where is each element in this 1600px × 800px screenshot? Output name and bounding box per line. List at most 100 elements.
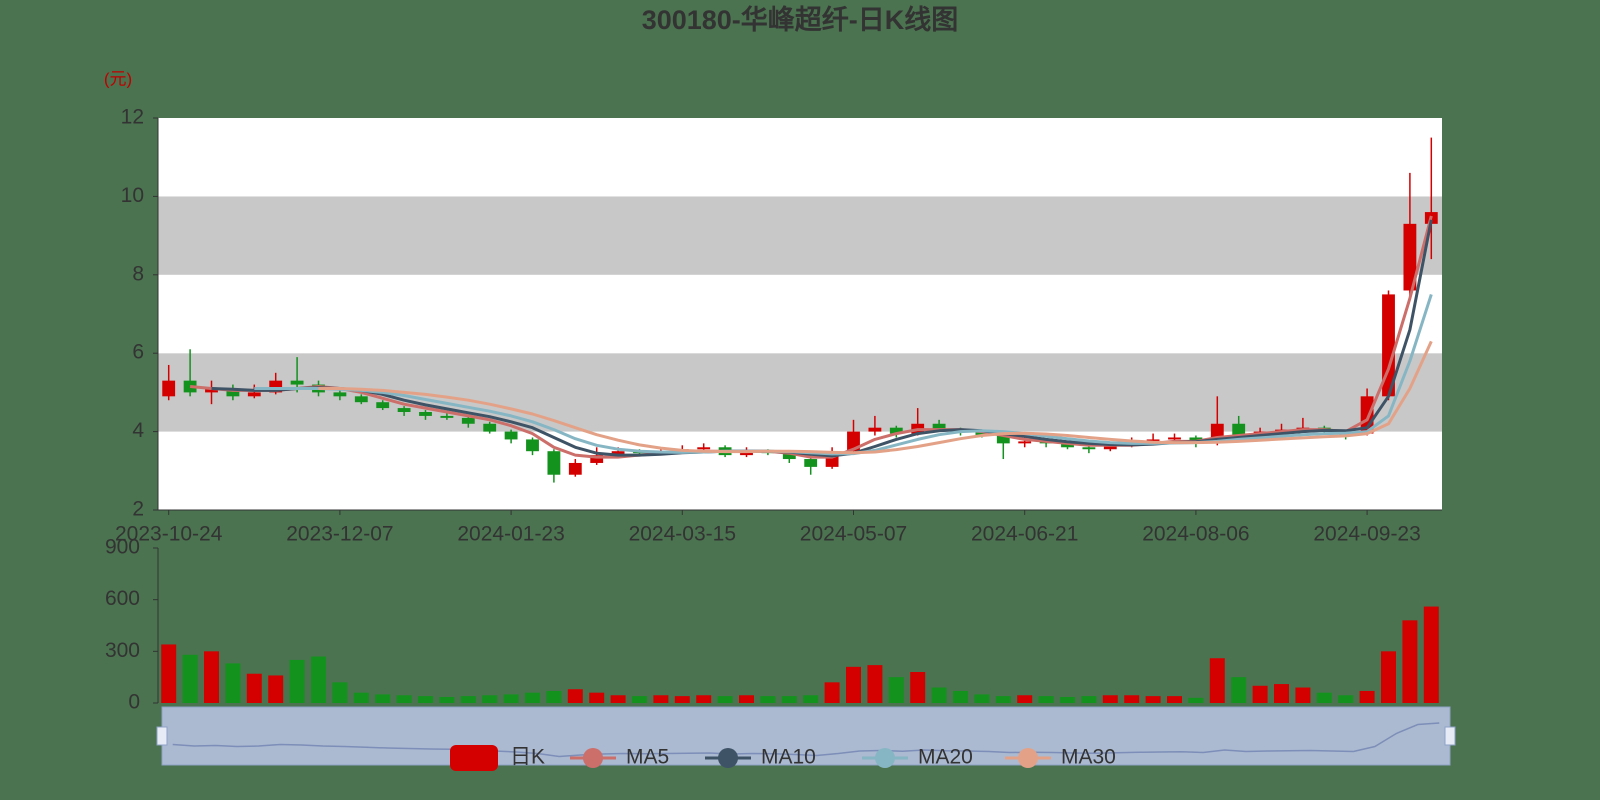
volume-bar	[953, 690, 968, 703]
ma-line	[211, 219, 1433, 458]
volume-bar	[1188, 697, 1204, 703]
volume-bar	[353, 692, 369, 703]
candle-body	[162, 380, 176, 397]
ma-line	[318, 340, 1433, 455]
candle-body	[804, 459, 818, 467]
split-area	[158, 118, 1442, 197]
volume-bar	[1423, 606, 1439, 703]
volume-bar	[781, 696, 797, 703]
candle-body	[226, 388, 240, 397]
candle-body	[547, 451, 561, 475]
volume-bar	[589, 692, 605, 703]
volume-bar	[182, 654, 198, 703]
volume-bar	[1338, 695, 1354, 703]
candle-body	[782, 453, 796, 460]
legend-label: 日K	[510, 746, 545, 769]
split-area	[158, 431, 1442, 510]
legend-swatch	[1018, 748, 1038, 768]
candle-body	[1018, 441, 1032, 444]
y-tick-label: 2	[132, 498, 144, 521]
x-tick-label: 2023-12-07	[286, 523, 393, 546]
volume-bar	[1316, 692, 1332, 703]
volume-bar	[1295, 687, 1311, 703]
chart-title: 300180-华峰超纤-日K线图	[642, 4, 959, 35]
volume-bar	[204, 651, 219, 703]
y-tick-label: 4	[132, 419, 144, 442]
volume-bar	[503, 694, 519, 703]
volume-bar	[332, 682, 348, 703]
volume-bar	[674, 696, 690, 703]
volume-bar	[1252, 685, 1268, 703]
x-tick-label: 2024-06-21	[971, 523, 1078, 546]
split-area	[158, 274, 1442, 354]
volume-bar	[974, 694, 990, 703]
candle-body	[1382, 294, 1395, 397]
candle-body	[1082, 447, 1096, 450]
zoom-handle[interactable]	[156, 726, 168, 746]
zoom-handle[interactable]	[1444, 726, 1456, 746]
legend-item[interactable]: MA30	[1005, 746, 1116, 769]
y-tick-label: 10	[121, 184, 144, 207]
candle-body	[868, 427, 882, 432]
candle-body	[354, 396, 368, 403]
legend-swatch	[583, 748, 603, 768]
volume-bar	[1017, 695, 1033, 703]
volume-bar	[396, 695, 412, 703]
volume-tick-label: 600	[105, 587, 140, 610]
candle-body	[697, 447, 711, 450]
volume-bar	[246, 673, 262, 703]
candle-body	[333, 392, 347, 397]
zoom-preview	[172, 722, 1440, 758]
split-area	[158, 353, 1442, 432]
legend-label: MA20	[918, 746, 973, 769]
y-tick-label: 8	[132, 262, 144, 285]
candle-body	[376, 402, 390, 409]
legend-swatch	[718, 748, 738, 768]
legend-item[interactable]: MA10	[705, 746, 816, 769]
legend-item[interactable]: 日K	[450, 745, 545, 771]
candle-body	[205, 388, 218, 393]
candle-body	[1168, 437, 1181, 440]
volume-bar	[525, 692, 540, 703]
volume-bar	[888, 677, 904, 703]
candle-body	[1403, 223, 1417, 291]
candle-body	[269, 380, 283, 393]
volume-bar	[910, 672, 926, 703]
legend-label: MA30	[1061, 746, 1116, 769]
volume-bar	[1167, 696, 1182, 703]
volume-bar	[803, 695, 819, 703]
x-tick-label: 2024-03-15	[629, 523, 736, 546]
candle-body	[461, 417, 475, 424]
volume-bar	[1060, 696, 1075, 703]
candle-body	[1103, 445, 1117, 450]
volume-bar	[1145, 696, 1161, 703]
volume-bar	[760, 696, 776, 703]
volume-bar	[375, 694, 391, 703]
volume-bar	[567, 689, 583, 703]
legend-label: MA10	[761, 746, 816, 769]
volume-bar	[225, 663, 241, 703]
x-tick-label: 2024-05-07	[800, 523, 907, 546]
candle-body	[247, 392, 261, 397]
volume-bar	[1274, 684, 1289, 703]
volume-bar	[717, 696, 733, 703]
candle-body	[611, 451, 625, 456]
x-tick-label: 2024-01-23	[457, 523, 564, 546]
legend-swatch	[875, 748, 895, 768]
legend-swatch	[450, 745, 498, 771]
split-area	[158, 196, 1442, 275]
volume-bar	[867, 665, 883, 703]
candle-body	[1061, 443, 1074, 448]
candle-body	[590, 455, 604, 463]
candle-body	[1146, 439, 1160, 442]
volume-bar	[268, 675, 284, 703]
candle-body	[397, 408, 411, 412]
legend-item[interactable]: MA20	[862, 746, 973, 769]
volume-bar	[846, 666, 861, 703]
volume-bar	[1381, 651, 1396, 703]
candle-body	[1232, 423, 1246, 436]
legend-item[interactable]: MA5	[570, 746, 669, 769]
candle-body	[975, 431, 989, 436]
volume-tick-label: 900	[105, 536, 140, 559]
